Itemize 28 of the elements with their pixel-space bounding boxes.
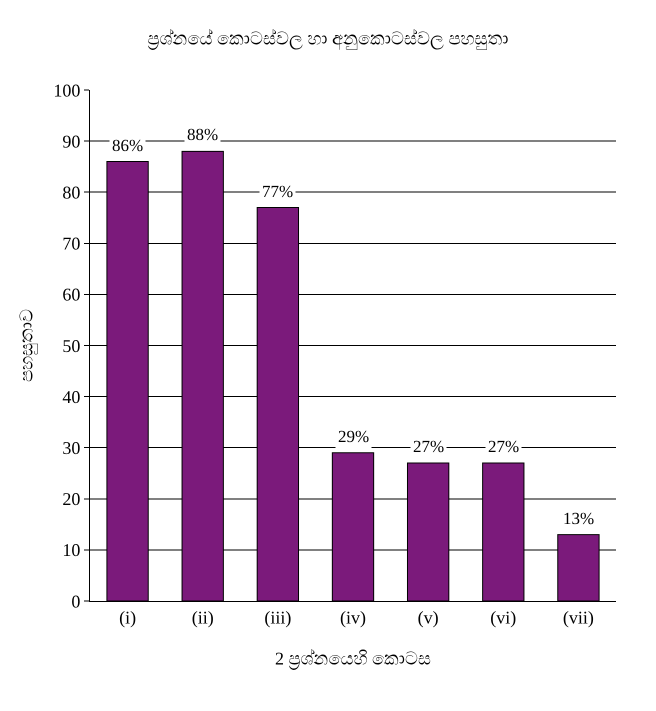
x-tick-label: (vi)	[490, 608, 516, 628]
y-tick-label: 90	[62, 131, 80, 152]
data-label: 13%	[563, 509, 594, 528]
y-tick-label: 80	[62, 182, 80, 202]
y-tick-label: 10	[62, 540, 80, 560]
y-axis-title: පහසුතාව	[16, 309, 38, 382]
x-tick-label: (iii)	[264, 608, 292, 628]
data-label: 29%	[338, 427, 370, 446]
y-tick-label: 20	[62, 489, 80, 510]
y-tick-label: 40	[62, 386, 80, 407]
y-tick-label: 30	[62, 438, 80, 458]
y-tick-label: 50	[62, 336, 80, 356]
y-tick-label: 0	[71, 591, 80, 612]
data-label: 77%	[262, 182, 294, 201]
x-tick-label: (ii)	[192, 608, 214, 628]
y-tick-label: 70	[62, 234, 80, 254]
x-tick-label: (v)	[418, 608, 439, 628]
data-label: 27%	[413, 437, 444, 456]
chart-title: ප්‍රශ්නයේ කොටස්වල හා අනුකොටස්වල පහසුතා	[148, 28, 508, 51]
x-axis-title: 2 ප්‍රශ්නයෙහි කොටස	[275, 648, 431, 670]
y-tick-label: 100	[53, 80, 80, 100]
data-label: 88%	[187, 125, 218, 144]
x-tick-label: (iv)	[340, 608, 366, 628]
x-tick-label: (i)	[119, 608, 136, 628]
x-tick-label: (vii)	[562, 608, 594, 628]
y-tick-label: 60	[62, 284, 80, 305]
data-label: 86%	[112, 136, 144, 155]
data-label: 27%	[488, 437, 520, 456]
